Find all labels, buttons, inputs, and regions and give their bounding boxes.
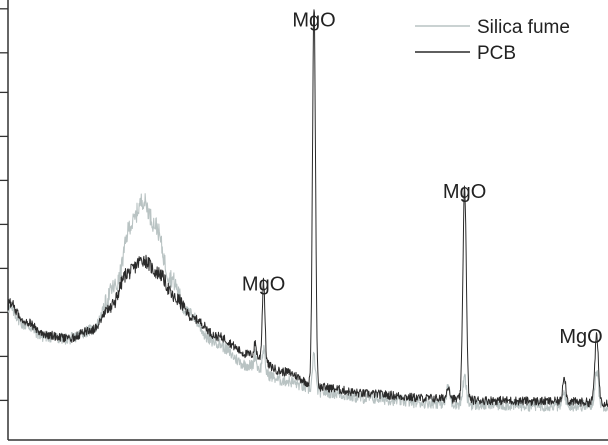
peak-label-mgo: MgO (443, 181, 486, 203)
series-group (7, 9, 608, 412)
legend: Silica fume PCB (415, 17, 570, 64)
annotations: MgO MgO MgO MgO (242, 9, 603, 348)
legend-label: PCB (477, 43, 516, 64)
series-line-0 (7, 193, 608, 412)
peak-label-mgo: MgO (292, 9, 335, 31)
peak-label-mgo: MgO (559, 326, 602, 348)
peak-label-mgo: MgO (242, 273, 285, 295)
series-line-1 (7, 9, 608, 408)
legend-label: Silica fume (477, 17, 570, 38)
